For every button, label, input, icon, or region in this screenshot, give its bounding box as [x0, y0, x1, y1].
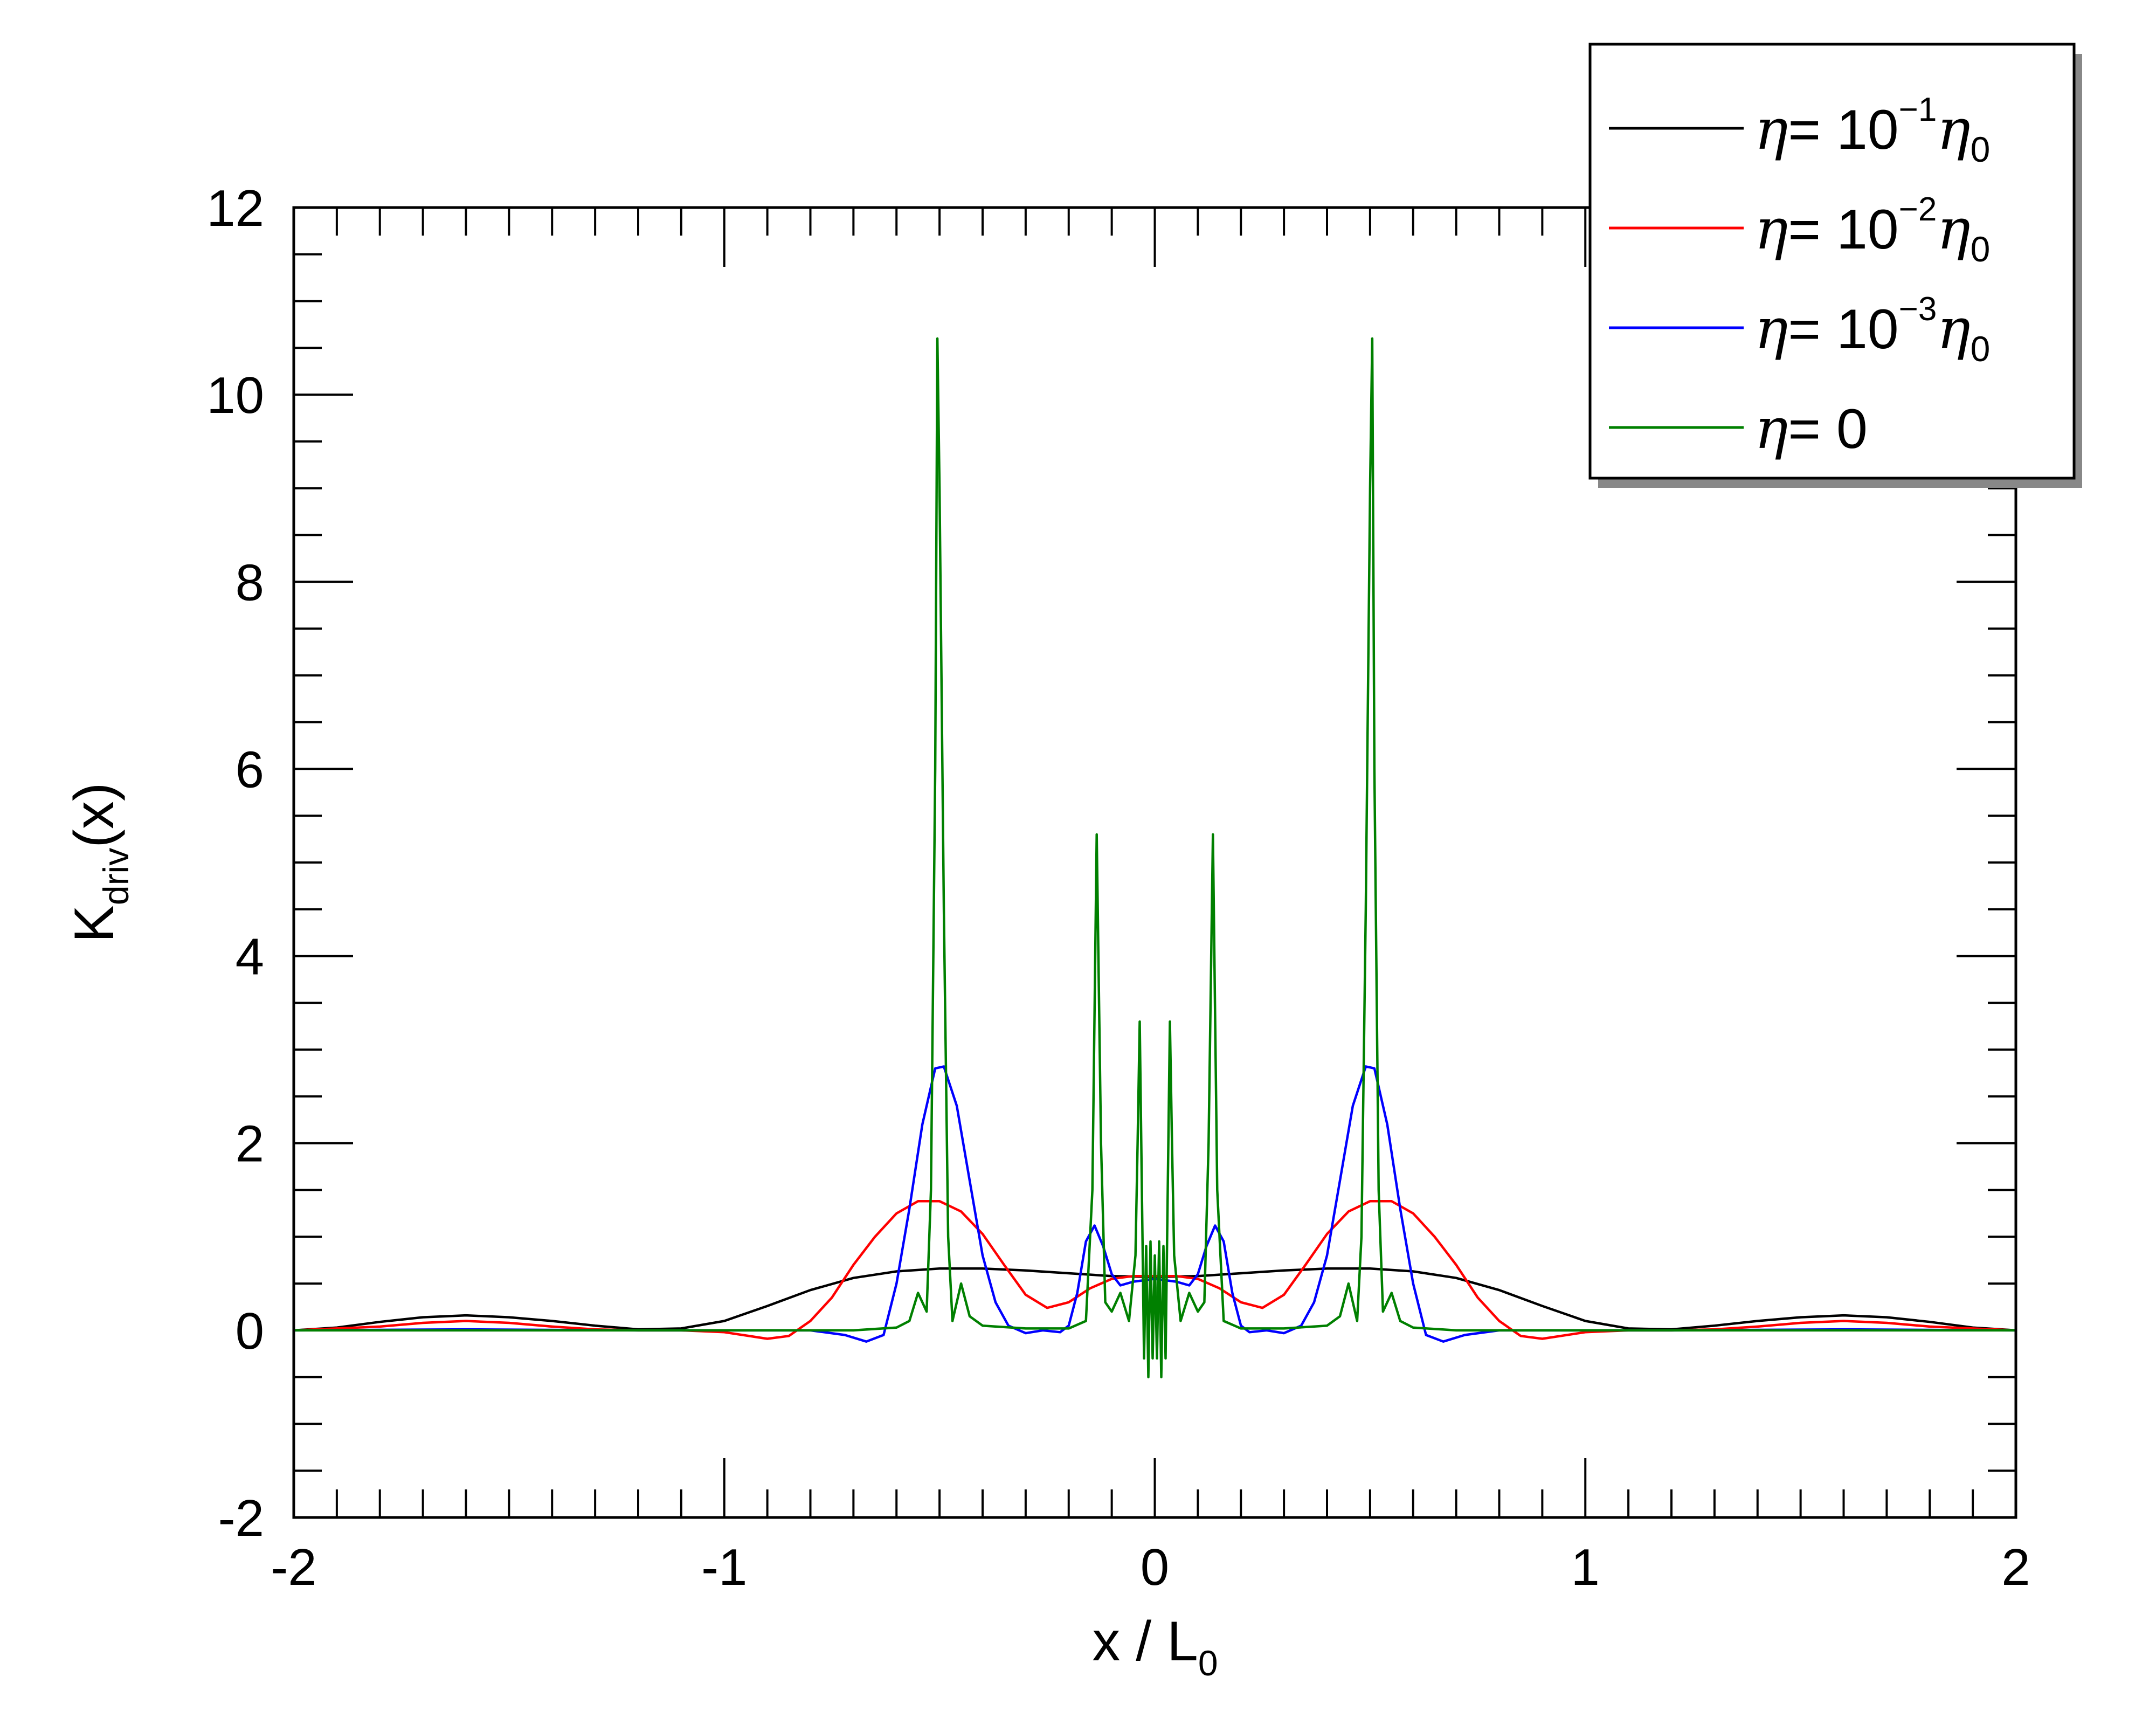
y-tick-label: 12: [206, 180, 264, 237]
legend-box: [1588, 43, 2076, 480]
y-tick-label: 6: [236, 741, 264, 798]
series-lines: [293, 337, 2016, 1378]
y-tick-label: 0: [236, 1302, 264, 1360]
legend-items: η= 10−1η0 η= 10−2η0 η= 10−3η0 η= 0: [1609, 91, 1990, 461]
series-line-4: [294, 337, 2016, 1378]
legend: η= 10−1η0 η= 10−2η0 η= 10−3η0 η= 0: [1588, 43, 2082, 488]
y-tick-label: 8: [236, 554, 264, 611]
x-tick-label: 1: [1571, 1538, 1600, 1596]
x-tick-label: 0: [1141, 1538, 1169, 1596]
x-tick-label: 2: [2001, 1538, 2030, 1596]
x-tick-label: -2: [271, 1538, 316, 1596]
x-axis-title: x / L0: [1092, 1610, 1218, 1683]
legend-label-3: η= 10−3η0: [1754, 291, 1990, 369]
y-tick-label: -2: [218, 1489, 264, 1547]
x-tick-label: -1: [701, 1538, 747, 1596]
y-tick-label: 10: [206, 367, 264, 424]
y-tick-label: 2: [236, 1115, 264, 1173]
plot-frame: [292, 206, 2017, 1519]
legend-label-1: η= 10−1η0: [1754, 91, 1990, 169]
y-tick-label: 4: [236, 928, 264, 986]
legend-label-4: η= 0: [1754, 396, 1868, 461]
legend-label-2: η= 10−2η0: [1754, 191, 1990, 269]
y-axis-title: Kdriv(x): [63, 783, 136, 943]
